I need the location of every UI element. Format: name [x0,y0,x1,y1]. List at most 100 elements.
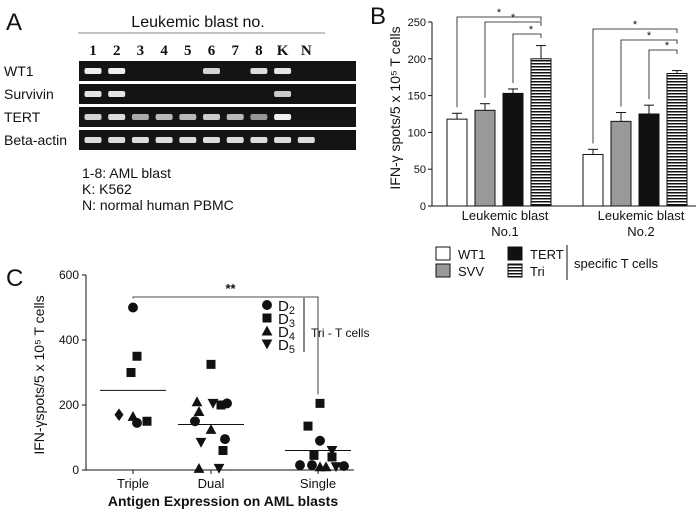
bar-svv-1 [474,109,496,207]
significance-star: * [633,19,638,31]
significance-bracket [484,21,542,98]
donor-legend-marker-triangle-down [261,339,273,350]
data-point-square [206,359,216,369]
legend-label-tri: Tri [530,264,545,279]
panel-b-letter: B [370,3,386,30]
gel-band [274,137,292,143]
legend-swatch-wt1 [435,246,451,261]
data-point-circle [220,434,230,445]
gel-band [155,137,173,143]
data-point-triangle-down [213,463,225,474]
lane-label-k: K [277,43,289,59]
gel-row-wt1: WT1 [4,61,356,81]
scatter-category-label-dual: Dual [198,476,225,491]
bar-category-label: Leukemic blast [462,208,549,223]
data-point-square [216,400,226,410]
scatter-xlabel: Antigen Expression on AML blasts [108,493,338,509]
significance-bracket [456,16,542,108]
gel-band [155,114,173,120]
legend-swatch-svv [435,263,451,278]
lane-label-6: 6 [208,43,216,59]
bar-tert-2 [638,113,660,207]
significance-bracket [648,49,678,100]
significance-star: * [665,40,670,52]
gel-band [274,91,292,97]
lane-label-3: 3 [137,43,145,59]
bar-y-tick-label: 50 [414,164,426,176]
bar-legend: WT1 SVV TERT Tri specific T cells [435,245,659,280]
gel-row-label: Beta-actin [4,132,67,148]
bar-category-label: No.2 [627,224,654,239]
donor-legend-label-d2: D2 [278,298,295,317]
lane-label-5: 5 [184,43,192,59]
scatter-y-tick-label: 400 [59,333,79,347]
scatter-y-tick-label: 600 [59,268,79,282]
bar-tri-1 [530,58,552,207]
gel-note-aml: 1-8: AML blast [82,165,171,181]
gel-band [203,137,220,143]
gel-header: Leukemic blast no. [131,14,264,31]
gel-row-label: TERT [4,109,41,125]
gel-band [108,114,126,120]
gel-band [84,68,102,74]
data-point-triangle-down [330,462,342,473]
donor-legend-group-label: Tri - T cells [311,326,369,340]
lane-label-2: 2 [113,43,121,59]
donor-legend-label-d5: D5 [278,337,295,356]
data-point-square [132,351,142,361]
bar-y-tick-label: 150 [408,91,426,103]
significance-star: * [529,24,534,36]
bar-category-label: Leukemic blast [598,208,685,223]
data-point-square [315,398,325,408]
data-point-square [303,421,313,431]
data-point-circle [132,417,142,428]
gel-rows: WT1 Survivin TERT Beta-actin [4,61,356,150]
data-point-circle [339,461,349,472]
data-point-diamond [114,408,124,422]
gel-note-pbmc: N: normal human PBMC [82,197,234,213]
scatter-category-label-triple: Triple [117,476,149,491]
legend-label-svv: SVV [458,264,484,279]
bar-y-tick-label: 0 [420,201,426,213]
panel-b: B IFN-γ spots/5 x 10⁵ T cells 0 50 100 150 2… [370,3,696,280]
bar-svv-2 [610,120,632,207]
data-point-circle [128,302,138,313]
gel-row-tert: TERT [4,107,356,127]
data-point-triangle-down [207,398,219,409]
donor-legend-marker-triangle-up [261,325,273,336]
legend-suffix: specific T cells [574,256,659,271]
gel-band [179,114,197,120]
gel-row-label: Survivin [4,86,54,102]
panel-c: C IFN-γspots/5 x 10⁵ T cells 0 200 400 600 T… [6,265,369,509]
data-point-circle [222,398,232,409]
scatter-chart: 0 200 400 600 Triple Dual Single ** [59,268,354,491]
significance-bracket [512,33,542,83]
significance-star: * [647,30,652,42]
gel-band [203,68,220,74]
gel-band [84,137,102,143]
bar-wt1-2 [582,153,604,207]
gel-band [84,114,102,120]
gel-band [179,137,197,143]
bar-tri-2 [666,73,688,207]
data-point-square [126,368,136,377]
legend-label-tert: TERT [530,247,564,262]
legend-swatch-tert [507,246,523,261]
gel-row-beta-actin: Beta-actin [4,130,356,150]
lane-label-n: N [301,43,312,59]
gel-band [131,137,149,143]
gel-row-survivin: Survivin [4,84,356,104]
bar-y-tick-label: 200 [408,54,426,66]
data-point-triangle-up [205,423,217,434]
bar-y-tick-label: 250 [408,17,426,29]
lane-label-4: 4 [160,43,168,59]
data-point-square [218,446,228,455]
gel-band [108,137,126,143]
gel-band [108,91,126,97]
legend-swatch-tri [507,263,523,278]
data-point-triangle-down [195,437,207,448]
significance-star: * [497,7,502,19]
gel-band [274,114,292,120]
